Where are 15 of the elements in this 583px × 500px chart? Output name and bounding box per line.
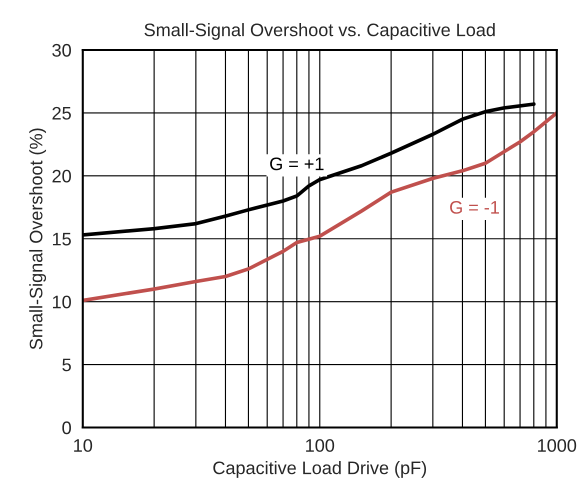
- y-tick-label: 10: [52, 296, 71, 308]
- chart-title: Small-Signal Overshoot vs. Capacitive Load: [144, 23, 495, 40]
- y-tick-label: 30: [52, 44, 71, 57]
- y-tick-label: 20: [52, 170, 71, 183]
- y-tick-label: 5: [62, 358, 71, 372]
- y-axis-title: Small-Signal Overshoot (%): [29, 128, 46, 350]
- y-tick-label: 25: [52, 106, 71, 120]
- x-tick-label: 100: [306, 439, 334, 452]
- x-tick-label: 1000: [538, 439, 576, 452]
- series-label: G = +1: [270, 157, 324, 170]
- y-tick-label: 15: [52, 232, 71, 246]
- x-tick-label: 10: [74, 439, 92, 452]
- y-tick-label: 0: [62, 421, 71, 434]
- x-axis-title: Capacitive Load Drive (pF): [213, 461, 426, 478]
- series-label: G = -1: [450, 200, 499, 214]
